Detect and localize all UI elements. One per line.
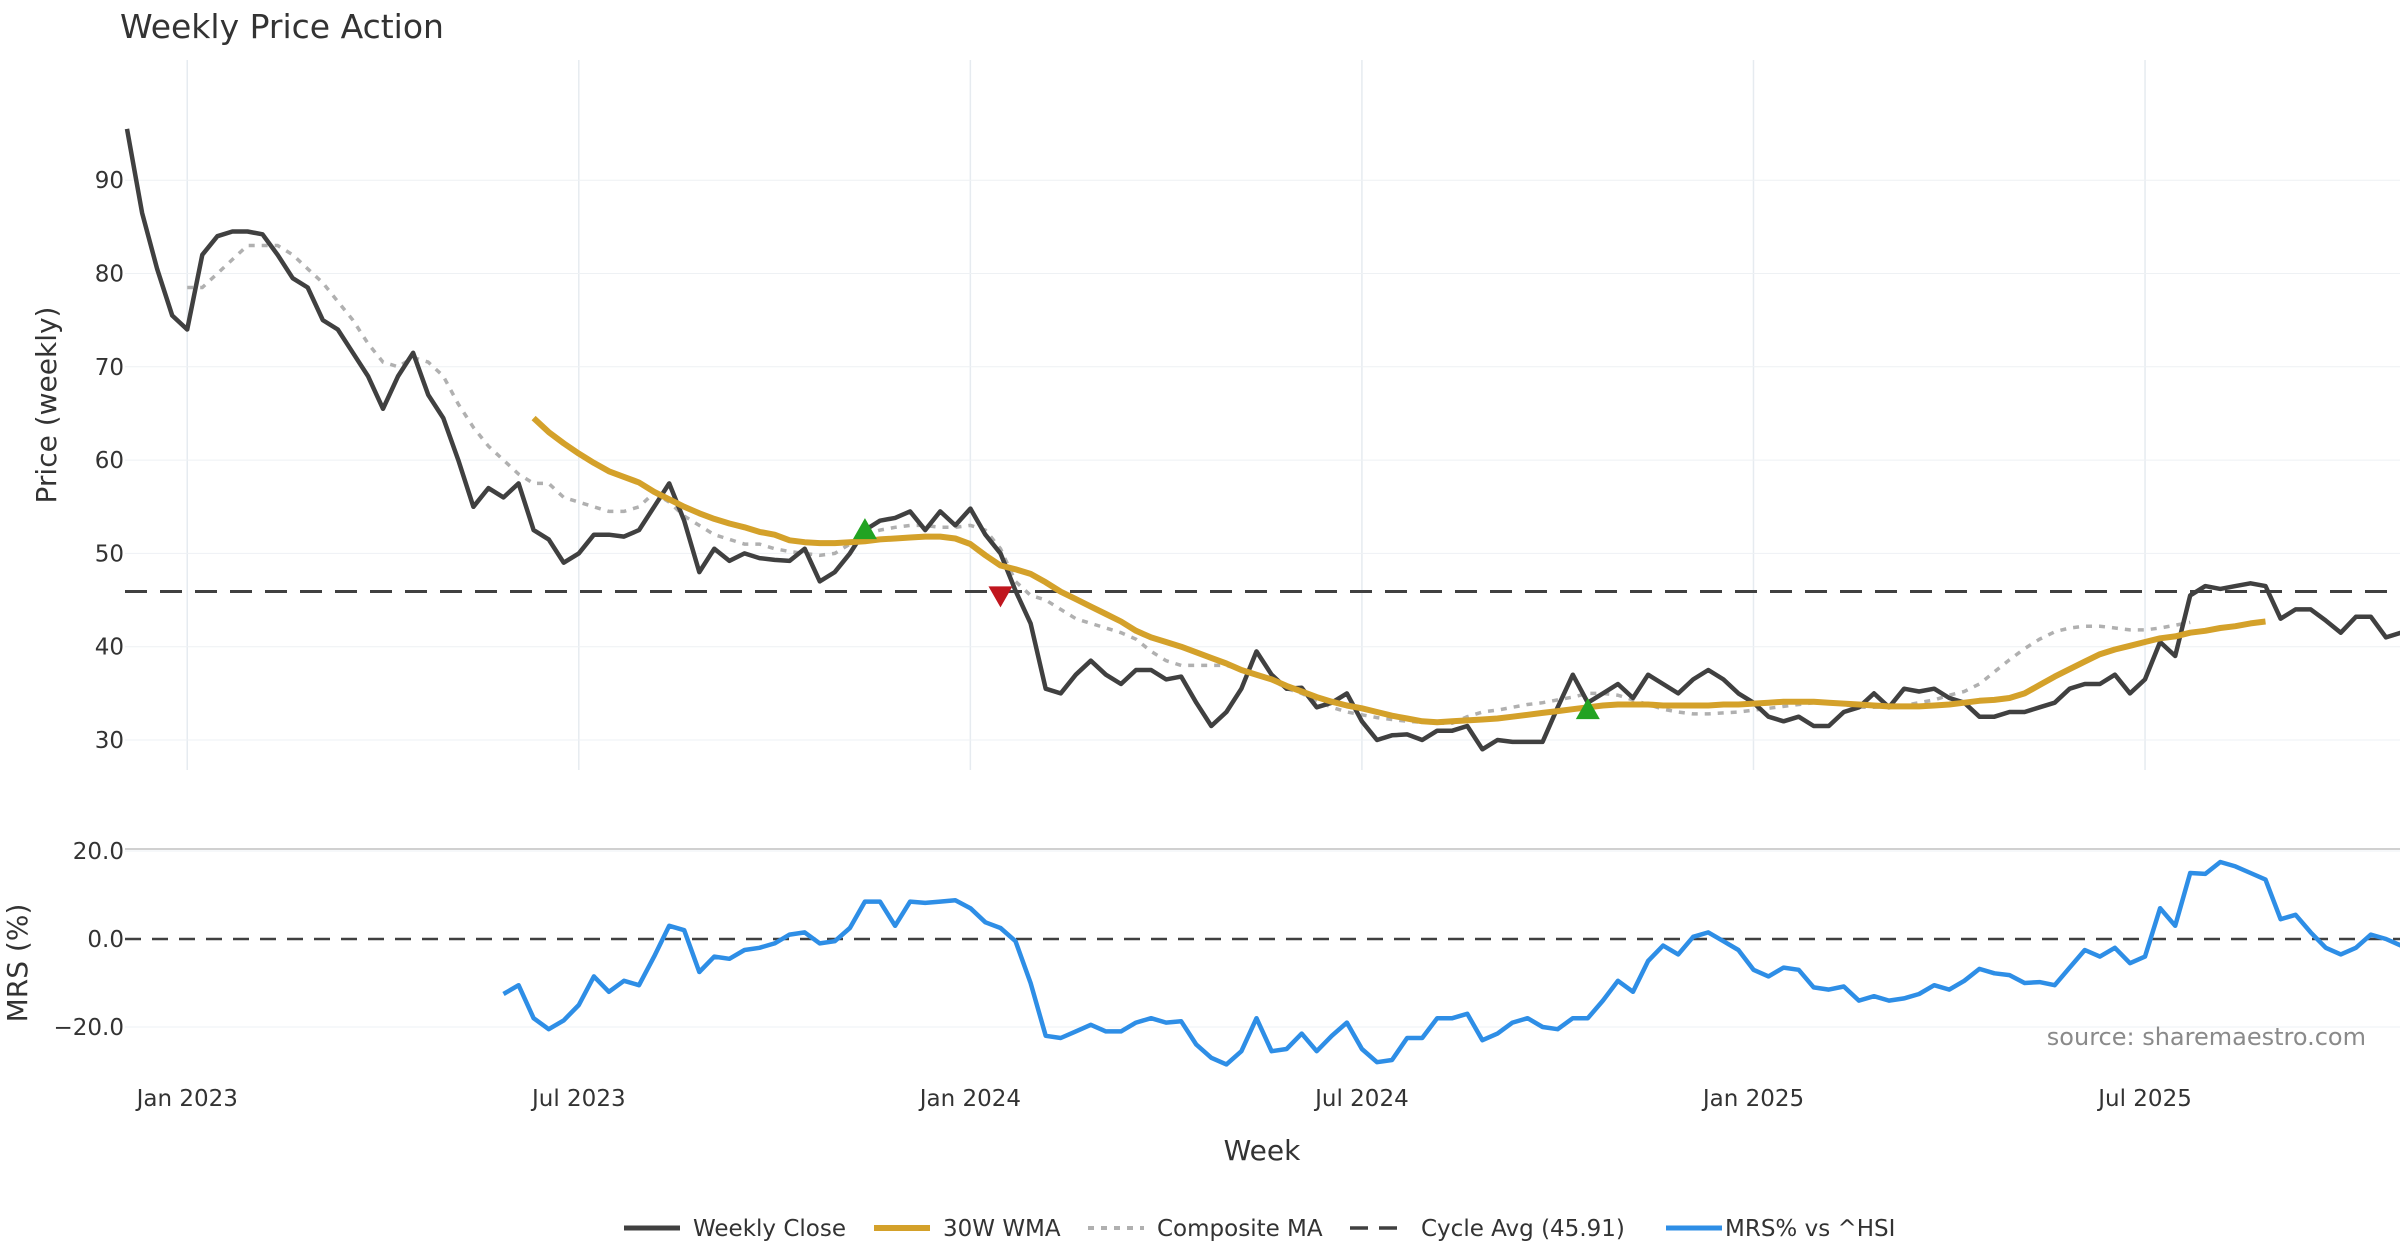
chart-title: Weekly Price Action — [120, 7, 444, 46]
legend-label-mrs: MRS% vs ^HSI — [1725, 1216, 1895, 1242]
wma-30w-line — [531, 415, 2266, 726]
signal-markers — [852, 518, 1600, 720]
weekly-close-line — [124, 128, 2400, 752]
x-tick-label: Jul 2024 — [1313, 1086, 1409, 1112]
legend-item-weekly-close: Weekly Close — [624, 1216, 846, 1242]
composite-ma-line — [187, 243, 2191, 725]
x-axis-label: Week — [1224, 1134, 1301, 1167]
price-y-axis-label: Price (weekly) — [30, 307, 63, 504]
legend-label-weekly-close: Weekly Close — [693, 1216, 846, 1242]
x-tick-label: Jan 2025 — [1701, 1086, 1804, 1112]
legend-label-cycle-avg: Cycle Avg (45.91) — [1421, 1216, 1625, 1242]
price-y-tick-label: 30 — [95, 728, 124, 754]
mrs-panel: 20.0 0.0 −20.0 MRS (%) source: sharemaestr… — [1, 839, 2400, 1067]
price-gridlines — [125, 60, 2400, 770]
legend-item-composite: Composite MA — [1088, 1216, 1323, 1242]
legend-item-cycle-avg: Cycle Avg (45.91) — [1350, 1216, 1625, 1242]
mrs-y-axis-label: MRS (%) — [1, 904, 34, 1023]
price-y-tick-label: 60 — [95, 448, 124, 474]
x-tick-label: Jul 2023 — [530, 1086, 626, 1112]
legend-label-wma: 30W WMA — [943, 1216, 1061, 1242]
mrs-y-tick-label: 20.0 — [73, 839, 124, 865]
x-tick-label: Jul 2025 — [2096, 1086, 2192, 1112]
sell-signal-marker — [988, 586, 1013, 608]
legend-item-mrs: MRS% vs ^HSI — [1666, 1216, 1895, 1242]
price-y-tick-label: 50 — [95, 541, 124, 567]
legend: Weekly Close 30W WMA Composite MA Cycle … — [624, 1216, 1895, 1242]
price-y-tick-label: 80 — [95, 262, 124, 288]
mrs-y-tick-label: −20.0 — [54, 1015, 124, 1041]
buy-signal-marker — [852, 518, 877, 540]
x-axis-ticks: Jan 2023 Jul 2023 Jan 2024 Jul 2024 Jan 2025… — [135, 1086, 2192, 1112]
x-tick-label: Jan 2024 — [918, 1086, 1021, 1112]
price-panel: 30 40 50 60 70 80 90 Price (weekly) — [30, 60, 2400, 770]
legend-item-wma: 30W WMA — [874, 1216, 1061, 1242]
legend-label-composite: Composite MA — [1157, 1216, 1323, 1242]
price-y-ticks: 30 40 50 60 70 80 90 — [95, 168, 124, 754]
x-tick-label: Jan 2023 — [135, 1086, 238, 1112]
source-note: source: sharemaestro.com — [2047, 1023, 2366, 1051]
mrs-y-tick-label: 0.0 — [87, 927, 124, 953]
buy-signal-marker — [1575, 698, 1600, 720]
price-y-tick-label: 40 — [95, 635, 124, 661]
price-y-tick-label: 90 — [95, 168, 124, 194]
price-y-tick-label: 70 — [95, 355, 124, 381]
mrs-y-ticks: 20.0 0.0 −20.0 — [54, 839, 124, 1041]
mrs-line — [502, 859, 2400, 1067]
